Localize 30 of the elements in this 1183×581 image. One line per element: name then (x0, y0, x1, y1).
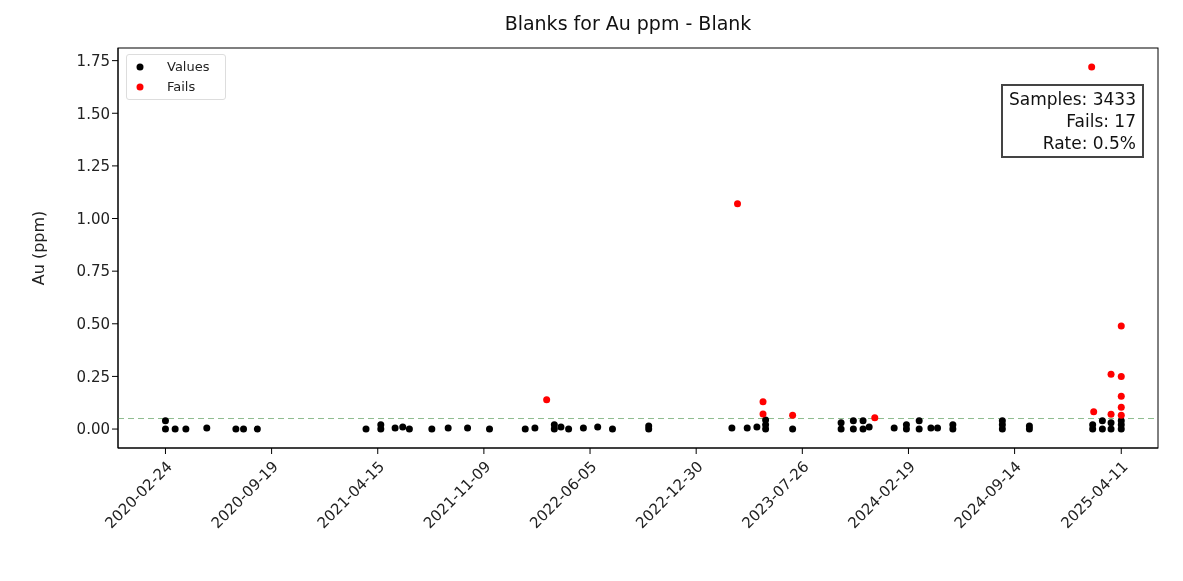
point (543, 396, 551, 404)
point (1107, 410, 1115, 418)
point (1117, 403, 1125, 411)
point (759, 410, 767, 418)
y-tick-label: 1.00 (76, 209, 110, 228)
annotation: Rate: 0.5% (1041, 132, 1136, 154)
y-axis-title: Au (ppm) (28, 210, 48, 286)
y-tick-label: 0.50 (76, 315, 110, 334)
y-tick-label: 0.00 (76, 420, 110, 439)
chart-title: Blanks for Au ppm - Blank (503, 12, 753, 34)
y-tick-label: 1.75 (76, 51, 110, 70)
legend-label: Values (167, 58, 210, 76)
annotation: Fails: 17 (1065, 110, 1136, 132)
point (759, 398, 767, 406)
point (1117, 392, 1125, 400)
legend-label: Fails (167, 78, 196, 96)
point (1107, 370, 1115, 378)
point (789, 411, 797, 419)
y-tick-label: 1.50 (76, 104, 110, 123)
point (1117, 322, 1125, 330)
point (1117, 372, 1125, 380)
y-tick-label: 0.25 (76, 367, 110, 386)
y-tick-label: 1.25 (76, 157, 110, 176)
point (734, 200, 742, 208)
y-tick-label: 0.75 (76, 262, 110, 281)
annotation: Samples: 3433 (1009, 88, 1136, 110)
point (1090, 408, 1098, 416)
point (1088, 63, 1096, 71)
point (1117, 411, 1125, 419)
point (871, 414, 879, 422)
